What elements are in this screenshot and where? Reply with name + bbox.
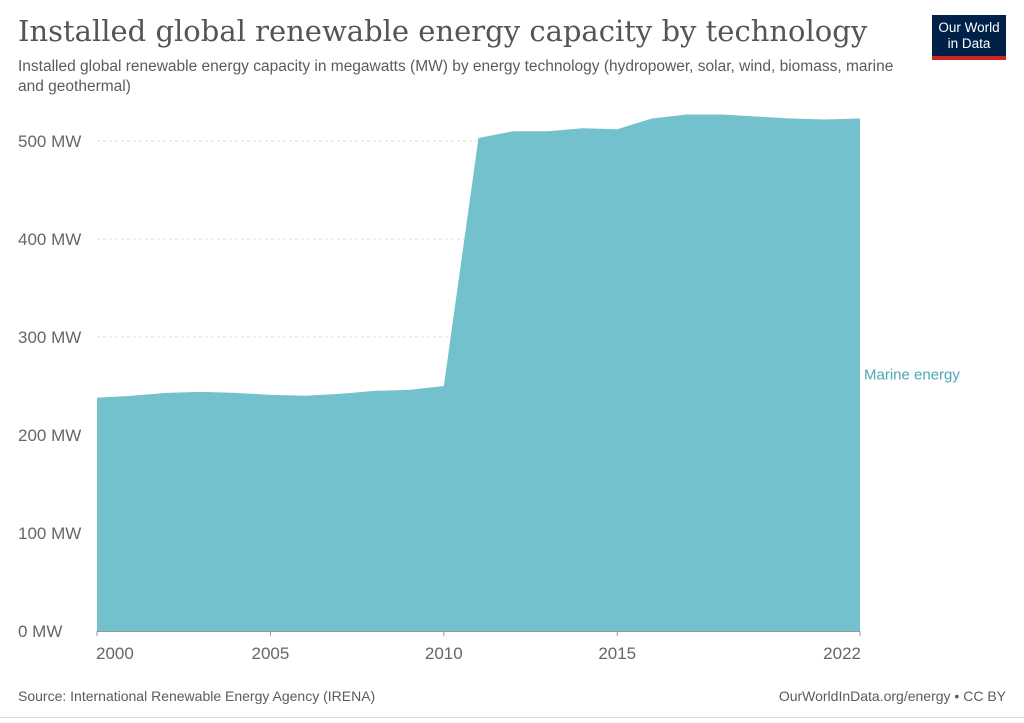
y-tick-label: 0 MW (18, 622, 62, 641)
y-tick-label: 400 MW (18, 230, 81, 249)
y-tick-label: 200 MW (18, 426, 81, 445)
chart-title: Installed global renewable energy capaci… (18, 14, 868, 48)
series-area (97, 114, 860, 632)
x-tick-label: 2022 (823, 644, 861, 663)
x-tick-label: 2000 (96, 644, 134, 663)
x-tick-label: 2015 (598, 644, 636, 663)
series-label: Marine energy (864, 367, 960, 384)
y-tick-label: 100 MW (18, 524, 81, 543)
axes (96, 631, 861, 636)
logo-line-1: Our World (938, 19, 1000, 35)
source-note[interactable]: Source: International Renewable Energy A… (18, 688, 376, 704)
owid-logo[interactable]: Our World in Data (932, 15, 1006, 60)
x-tick-label: 2005 (251, 644, 289, 663)
footer-divider (0, 717, 1024, 718)
logo-line-2: in Data (947, 35, 991, 51)
chart-subtitle: Installed global renewable energy capaci… (18, 58, 894, 95)
y-tick-label: 500 MW (18, 132, 81, 151)
x-tick-label: 2010 (425, 644, 463, 663)
area-layer (97, 114, 860, 632)
y-tick-label: 300 MW (18, 328, 81, 347)
labels: 0 MW 100 MW 200 MW 300 MW 400 MW 500 MW Marine… (18, 132, 960, 663)
credit-link[interactable]: OurWorldInData.org/energy • CC BY (778, 688, 1006, 704)
